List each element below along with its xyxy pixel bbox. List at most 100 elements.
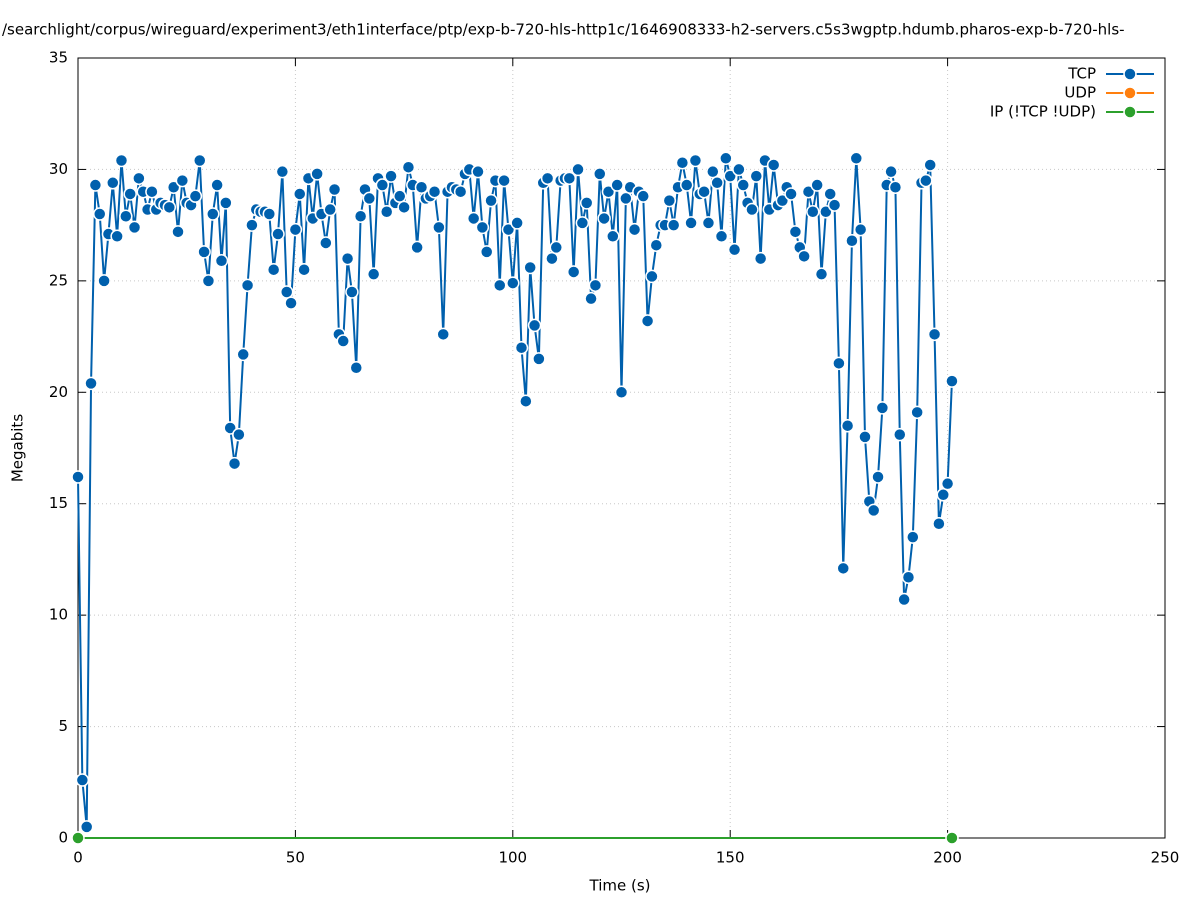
data-point xyxy=(788,225,803,239)
data-point xyxy=(666,218,681,232)
data-point xyxy=(866,503,881,518)
data-point xyxy=(806,205,820,219)
data-point xyxy=(266,262,281,277)
data-point xyxy=(919,173,933,188)
data-point xyxy=(192,153,207,168)
data-point xyxy=(479,245,494,259)
data-point xyxy=(501,222,516,237)
x-tick-label: 250 xyxy=(1151,849,1180,867)
data-point xyxy=(475,220,490,235)
data-point xyxy=(675,155,690,170)
data-point xyxy=(92,207,107,221)
x-tick-label: 0 xyxy=(73,849,83,867)
data-point xyxy=(832,356,846,371)
data-point xyxy=(97,274,111,288)
data-point xyxy=(227,456,242,471)
data-point xyxy=(906,530,920,544)
data-point xyxy=(562,171,577,186)
data-point xyxy=(745,202,759,217)
y-tick-label: 5 xyxy=(58,717,68,735)
data-point xyxy=(649,238,664,252)
data-point xyxy=(349,361,364,375)
data-point xyxy=(736,178,750,192)
data-point xyxy=(697,184,711,199)
data-point xyxy=(432,220,446,235)
data-point xyxy=(836,561,850,576)
data-point xyxy=(940,476,955,491)
data-point xyxy=(727,242,742,257)
data-point xyxy=(353,209,368,223)
data-point xyxy=(636,189,650,203)
data-point xyxy=(340,251,355,266)
data-point xyxy=(366,267,381,281)
data-point xyxy=(71,831,85,845)
data-point xyxy=(506,276,520,290)
y-tick-label: 35 xyxy=(49,49,68,67)
data-point xyxy=(197,245,211,259)
data-point xyxy=(436,327,450,342)
data-point xyxy=(162,200,177,215)
data-point xyxy=(275,164,290,179)
data-point xyxy=(732,162,746,177)
legend-marker xyxy=(1123,105,1137,119)
data-point xyxy=(393,189,407,203)
data-point xyxy=(819,205,833,219)
data-point xyxy=(723,169,737,183)
data-point xyxy=(245,218,259,232)
data-point xyxy=(945,374,959,388)
data-point xyxy=(936,488,951,502)
data-point xyxy=(845,233,859,248)
data-point xyxy=(284,296,298,310)
data-point xyxy=(236,347,250,362)
y-tick-label: 30 xyxy=(49,160,68,178)
data-point xyxy=(897,592,911,607)
data-point xyxy=(875,401,890,415)
data-point xyxy=(106,176,120,190)
data-point xyxy=(271,227,285,241)
data-point xyxy=(753,251,768,266)
data-point xyxy=(606,229,620,244)
data-point xyxy=(684,216,698,230)
data-point xyxy=(310,167,324,181)
data-point xyxy=(784,187,798,201)
data-point xyxy=(114,153,129,168)
legend-marker xyxy=(1123,67,1137,81)
data-point xyxy=(523,260,537,275)
data-point xyxy=(484,193,498,208)
data-point xyxy=(223,421,237,435)
data-point xyxy=(893,427,907,442)
data-point xyxy=(532,352,546,366)
data-point xyxy=(262,207,277,221)
data-point xyxy=(345,285,359,299)
data-point xyxy=(375,178,390,192)
data-point xyxy=(514,340,529,355)
data-point xyxy=(379,205,394,219)
chart-title: /searchlight/corpus/wireguard/experiment… xyxy=(2,21,1125,39)
data-point xyxy=(397,200,411,215)
data-point xyxy=(910,405,924,420)
data-point xyxy=(336,334,350,348)
y-axis-label: Megabits xyxy=(9,414,27,482)
data-point xyxy=(110,229,124,244)
legend-label: UDP xyxy=(1064,84,1096,102)
data-point xyxy=(119,209,133,223)
data-point xyxy=(279,285,294,299)
data-point xyxy=(719,151,733,166)
data-point xyxy=(662,193,677,208)
data-point xyxy=(710,176,724,190)
data-point xyxy=(766,158,781,172)
y-tick-label: 0 xyxy=(58,829,68,847)
plot-border xyxy=(77,57,1166,839)
data-point xyxy=(401,160,416,174)
data-point xyxy=(527,318,542,333)
data-point xyxy=(566,265,581,279)
data-point xyxy=(901,570,916,585)
data-point xyxy=(240,278,255,293)
data-point xyxy=(853,222,868,237)
data-point xyxy=(540,171,555,186)
data-point xyxy=(75,773,90,787)
data-point xyxy=(201,274,216,288)
data-point xyxy=(384,169,398,183)
data-point xyxy=(927,327,942,342)
